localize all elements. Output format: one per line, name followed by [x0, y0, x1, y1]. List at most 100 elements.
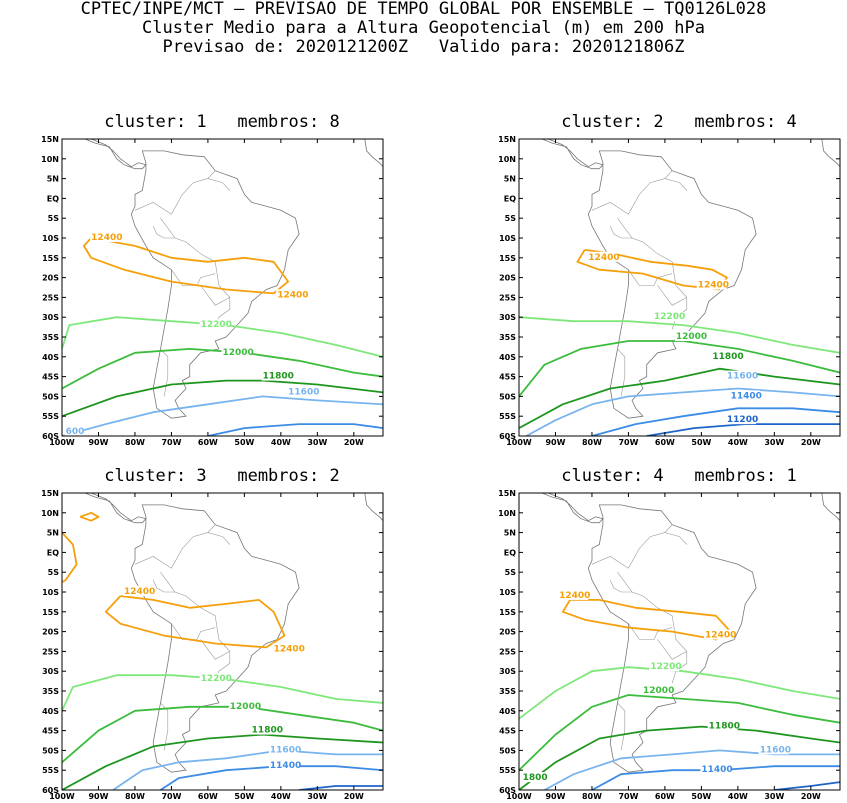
country-border — [200, 639, 230, 660]
contour-12200 — [62, 316, 383, 358]
lon-label: 50W — [234, 792, 254, 801]
lat-label: 10N — [498, 155, 516, 164]
lon-label: 100W — [49, 792, 75, 801]
country-border — [152, 225, 176, 239]
lat-label: 45S — [499, 373, 516, 382]
contour-label: 11600 — [288, 387, 319, 397]
lat-label: 25S — [42, 647, 59, 656]
map-panel-2: 12400 12400 12200 12000 11800 11600 11400 11200… — [498, 135, 841, 447]
lon-label: 70W — [618, 438, 638, 447]
lat-label: EQ — [504, 548, 516, 557]
contour-label-bg — [587, 251, 618, 262]
coastline-africa — [364, 139, 383, 168]
contour-label-bg — [729, 390, 760, 401]
contour-label: 11400 — [701, 765, 732, 775]
coastline-africa — [821, 139, 840, 168]
lon-label: 60W — [655, 792, 675, 801]
lon-label: 20W — [801, 438, 821, 447]
contour-11800 — [62, 379, 383, 418]
contour-label-bg — [287, 386, 318, 397]
contour-label-bg — [700, 764, 731, 775]
country-border — [628, 269, 673, 286]
country-border — [609, 579, 633, 593]
country-border — [171, 623, 216, 640]
lat-label: 15S — [499, 254, 516, 263]
contour-12400 — [83, 237, 290, 295]
map-panel-1: 12400 12400 12200 12000 11800 11600 600 15N 10N 5… — [41, 125, 384, 447]
contour-11800 — [519, 367, 840, 429]
lat-label: 50S — [499, 392, 516, 401]
country-border — [617, 702, 626, 751]
contour-label-bg — [704, 629, 735, 640]
header-line-2: Cluster Medio para a Altura Geopotencial… — [142, 18, 705, 38]
contour-11600 — [112, 749, 383, 790]
contour-12000 — [519, 694, 840, 771]
lat-label: 30S — [499, 313, 516, 322]
contour-label-bg — [652, 311, 683, 322]
country-border — [664, 532, 688, 545]
lat-label: 55S — [499, 412, 516, 421]
contour-label: 12400 — [698, 281, 729, 291]
contour-label: 600 — [66, 427, 85, 437]
lon-label: 90W — [545, 792, 565, 801]
lat-label: 15S — [42, 254, 59, 263]
lat-label: 55S — [42, 766, 59, 775]
contour-label: 11800 — [709, 722, 740, 732]
lon-label: 80W — [582, 438, 602, 447]
lat-label: 15S — [499, 608, 516, 617]
lat-label: 20S — [42, 628, 59, 637]
lon-label: 50W — [234, 438, 254, 447]
contour-label: 12000 — [223, 348, 254, 358]
lon-label: 80W — [125, 792, 145, 801]
map-header: CPTEC/INPE/MCT – PREVISAO DE TEMPO GLOBA… — [0, 0, 847, 57]
contour-11600 — [525, 387, 840, 436]
contour-label: 12400 — [91, 233, 122, 243]
contour-label: 11600 — [760, 745, 791, 755]
contour-label-bg — [725, 414, 756, 425]
contour-label: 11400 — [731, 391, 762, 401]
lon-label: 100W — [506, 792, 532, 801]
contour-label-bg — [90, 231, 121, 242]
coastline-caribbean — [182, 479, 187, 481]
map-frame — [518, 492, 841, 791]
lon-label: 50W — [691, 438, 711, 447]
lon-label: 90W — [88, 792, 108, 801]
contour-11400 — [207, 423, 383, 436]
panel-3-title: cluster: 3 membros: 2 — [104, 466, 340, 486]
lat-label: 15N — [41, 135, 59, 144]
lat-label: 30S — [42, 313, 59, 322]
lat-label: 30S — [499, 667, 516, 676]
lat-label: 15N — [498, 489, 516, 498]
lat-label: 25S — [499, 293, 516, 302]
lat-label: 45S — [42, 373, 59, 382]
lon-label: 40W — [728, 438, 748, 447]
contour-label: 12400 — [559, 591, 590, 601]
lat-label: 35S — [42, 687, 59, 696]
contour-label-bg — [221, 346, 252, 357]
country-border — [207, 178, 231, 191]
coastline-central-america — [84, 139, 147, 170]
country-border — [200, 285, 230, 306]
lon-label: 30W — [307, 792, 327, 801]
contour-label: 12400 — [588, 253, 619, 263]
lon-label: 80W — [582, 792, 602, 801]
coastline-south-america — [130, 150, 300, 419]
contour-label-bg — [696, 279, 727, 290]
contour-label-bg — [199, 673, 230, 684]
contour-label: 12200 — [201, 674, 232, 684]
lon-label: 90W — [88, 438, 108, 447]
contour-11200 — [774, 781, 840, 790]
contour-label-bg — [268, 744, 299, 755]
country-border — [134, 170, 216, 215]
lat-label: 35S — [499, 687, 516, 696]
coastline-caribbean — [182, 125, 187, 127]
lat-label: 15S — [42, 608, 59, 617]
contour-label: 11200 — [727, 415, 758, 425]
contour-11600 — [62, 395, 383, 436]
country-border — [657, 285, 687, 306]
lon-label: 80W — [125, 438, 145, 447]
lon-label: 20W — [801, 792, 821, 801]
lat-label: 60S — [42, 786, 59, 795]
lat-label: 40S — [499, 707, 516, 716]
contour-label-bg — [64, 426, 84, 436]
